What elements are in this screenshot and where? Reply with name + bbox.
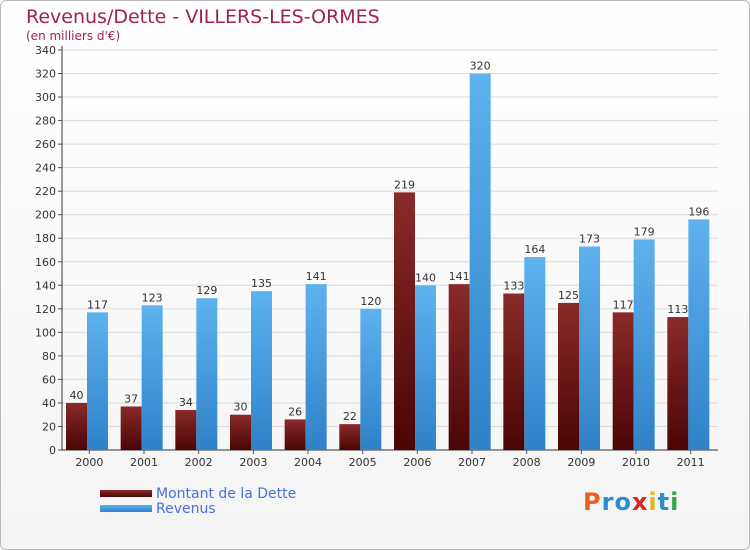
data-label-revenus: 120 — [360, 295, 381, 308]
bar-dette — [284, 419, 306, 450]
bar-revenus — [251, 291, 272, 450]
y-tick-label: 320 — [35, 68, 56, 81]
x-tick-label: 2002 — [185, 456, 213, 469]
bar-revenus — [633, 239, 655, 450]
bar-revenus — [688, 219, 710, 450]
bar-dette — [339, 424, 361, 450]
chart-title: Revenus/Dette - VILLERS-LES-ORMES — [26, 6, 380, 28]
data-label-dette: 26 — [288, 405, 302, 418]
data-label-revenus: 129 — [196, 284, 217, 297]
data-label-revenus: 123 — [142, 291, 163, 304]
bar-dette — [558, 302, 579, 450]
y-tick-label: 0 — [49, 444, 56, 457]
data-label-revenus: 320 — [470, 60, 491, 73]
bar-revenus — [469, 73, 491, 450]
legend-label-revenus: Revenus — [156, 500, 216, 517]
chart-subtitle: (en milliers d'€) — [26, 29, 121, 43]
bar-revenus — [305, 284, 327, 450]
y-tick-label: 260 — [35, 138, 56, 151]
legend-item-dette: Montant de la Dette — [100, 485, 297, 502]
bar-revenus — [579, 246, 600, 450]
y-tick-label: 20 — [42, 420, 56, 433]
logo-letter: x — [631, 488, 649, 516]
y-tick-label: 160 — [35, 256, 56, 269]
bar-dette — [394, 192, 415, 450]
logo-letter: t — [657, 488, 671, 516]
y-tick-label: 280 — [35, 115, 56, 128]
data-label-revenus: 135 — [251, 277, 272, 290]
data-label-dette: 125 — [558, 289, 579, 302]
bar-revenus — [524, 257, 546, 450]
data-label-dette: 141 — [449, 270, 470, 283]
legend-item-revenus: Revenus — [100, 500, 296, 517]
data-label-revenus: 164 — [524, 243, 545, 256]
logo-letter: P — [583, 488, 602, 516]
y-tick-label: 200 — [35, 209, 56, 222]
data-label-revenus: 141 — [306, 270, 327, 283]
bar-dette — [66, 402, 87, 450]
bar-revenus — [141, 305, 163, 450]
data-label-dette: 30 — [234, 401, 248, 414]
y-tick-label: 340 — [35, 44, 56, 57]
bar-dette — [448, 284, 470, 450]
y-tick-label: 80 — [42, 350, 56, 363]
data-label-dette: 117 — [613, 298, 634, 311]
data-label-revenus: 117 — [87, 298, 108, 311]
legend-swatch-dette — [100, 490, 152, 497]
x-tick-label: 2009 — [567, 456, 595, 469]
y-tick-label: 60 — [42, 373, 56, 386]
bar-revenus — [415, 285, 436, 450]
x-tick-label: 2007 — [458, 456, 486, 469]
logo-letter: r — [601, 488, 615, 516]
x-tick-label: 2000 — [75, 456, 103, 469]
bar-dette — [503, 293, 525, 450]
legend-swatch-revenus — [100, 505, 152, 512]
y-tick-label: 40 — [42, 397, 56, 410]
legend-label-dette: Montant de la Dette — [156, 485, 297, 502]
x-tick-label: 2006 — [403, 456, 431, 469]
y-tick-label: 140 — [35, 279, 56, 292]
y-tick-label: 240 — [35, 162, 56, 175]
data-label-dette: 34 — [179, 396, 193, 409]
data-label-revenus: 173 — [579, 232, 600, 245]
x-tick-label: 2011 — [677, 456, 705, 469]
y-tick-label: 180 — [35, 232, 56, 245]
bar-dette — [667, 317, 689, 450]
data-label-revenus: 140 — [415, 271, 436, 284]
data-label-revenus: 196 — [688, 205, 709, 218]
x-tick-label: 2005 — [349, 456, 377, 469]
x-tick-label: 2008 — [513, 456, 541, 469]
bar-dette — [230, 414, 251, 450]
bar-revenus — [87, 312, 108, 450]
proxiti-logo: Proxiti — [583, 488, 679, 516]
bar-dette — [612, 312, 634, 450]
x-tick-label: 2004 — [294, 456, 322, 469]
data-label-dette: 40 — [70, 389, 84, 402]
y-tick-label: 120 — [35, 303, 56, 316]
x-tick-label: 2003 — [239, 456, 267, 469]
data-label-dette: 113 — [667, 303, 688, 316]
bar-revenus — [360, 308, 382, 450]
logo-letter: o — [614, 488, 632, 516]
data-label-dette: 22 — [343, 410, 357, 423]
bar-dette — [120, 406, 142, 450]
logo-letter: i — [670, 488, 680, 516]
data-label-revenus: 179 — [634, 225, 655, 238]
data-label-dette: 133 — [503, 280, 524, 293]
y-tick-label: 100 — [35, 326, 56, 339]
logo-letter: i — [648, 488, 658, 516]
x-tick-label: 2001 — [130, 456, 158, 469]
bar-revenus — [196, 298, 218, 450]
y-tick-label: 300 — [35, 91, 56, 104]
bar-dette — [175, 410, 197, 450]
y-tick-label: 220 — [35, 185, 56, 198]
data-label-dette: 219 — [394, 178, 415, 191]
chart-legend: Montant de la Dette Revenus — [100, 485, 297, 517]
x-tick-label: 2010 — [622, 456, 650, 469]
data-label-dette: 37 — [124, 392, 138, 405]
